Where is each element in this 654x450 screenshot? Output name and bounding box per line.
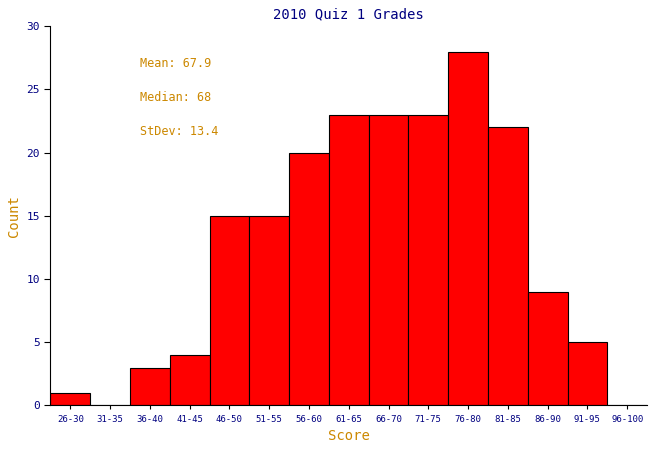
- X-axis label: Score: Score: [328, 429, 370, 443]
- Bar: [130, 368, 170, 405]
- Bar: [50, 393, 90, 405]
- Text: Mean: 67.9: Mean: 67.9: [140, 57, 211, 70]
- Bar: [488, 127, 528, 405]
- Bar: [170, 355, 209, 405]
- Bar: [369, 115, 408, 405]
- Text: StDev: 13.4: StDev: 13.4: [140, 125, 218, 138]
- Bar: [289, 153, 329, 405]
- Bar: [568, 342, 608, 405]
- Bar: [528, 292, 568, 405]
- Text: Median: 68: Median: 68: [140, 91, 211, 104]
- Bar: [408, 115, 448, 405]
- Bar: [448, 52, 488, 405]
- Bar: [329, 115, 369, 405]
- Title: 2010 Quiz 1 Grades: 2010 Quiz 1 Grades: [273, 7, 424, 21]
- Bar: [249, 216, 289, 405]
- Y-axis label: Count: Count: [7, 195, 21, 237]
- Bar: [209, 216, 249, 405]
